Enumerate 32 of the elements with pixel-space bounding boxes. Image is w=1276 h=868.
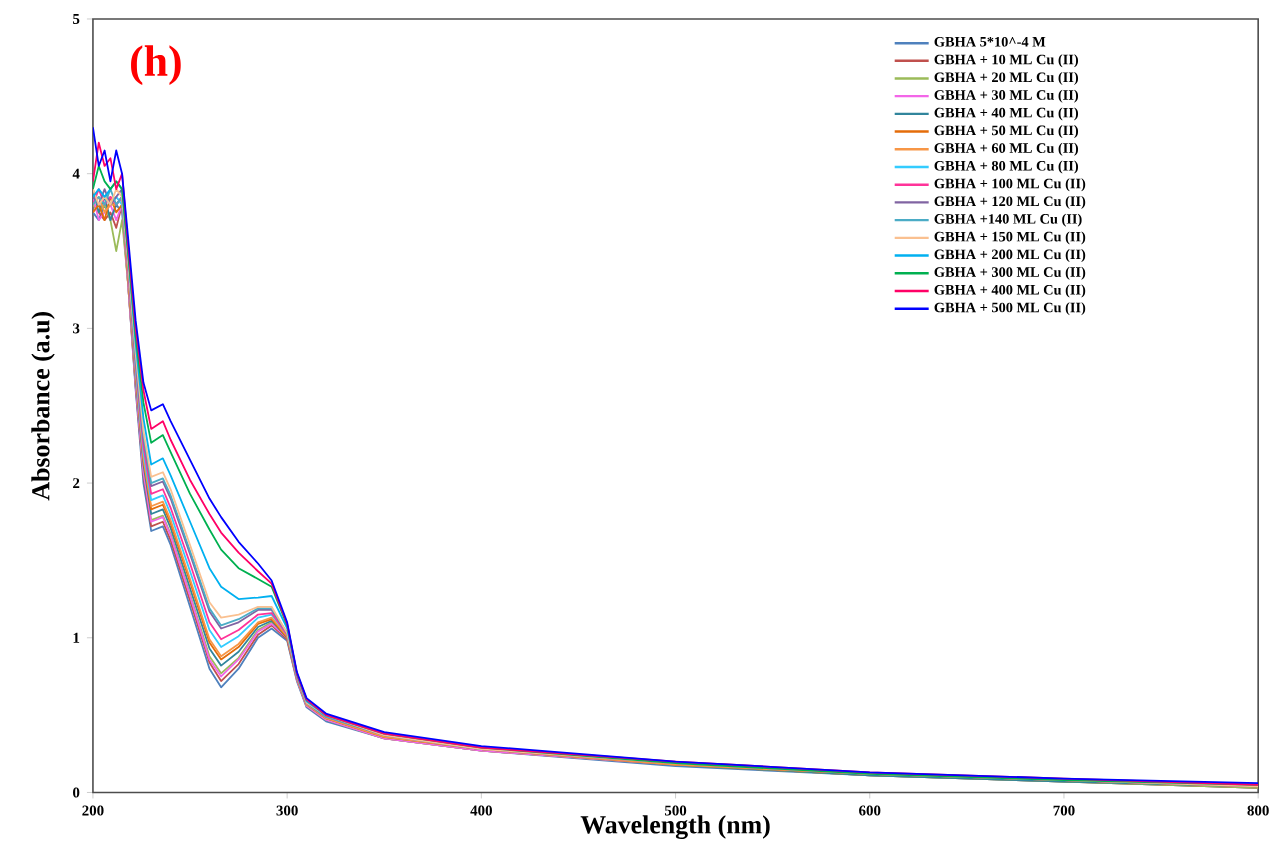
y-tick-label: 4 xyxy=(72,168,80,179)
y-tick-label: 3 xyxy=(73,323,80,334)
legend-label: GBHA + 120 ML Cu (II) xyxy=(934,195,1086,209)
legend-label: GBHA + 200 ML Cu (II) xyxy=(934,248,1086,262)
x-tick-label: 500 xyxy=(664,805,687,816)
y-tick-label: 1 xyxy=(73,632,80,643)
legend-label: GBHA + 500 ML Cu (II) xyxy=(934,302,1086,316)
x-tick-label: 400 xyxy=(470,805,492,816)
y-tick-label: 5 xyxy=(73,13,80,24)
legend-label: GBHA + 50 ML Cu (II) xyxy=(934,124,1079,138)
legend-label: GBHA + 400 ML Cu (II) xyxy=(934,284,1086,298)
y-axis-title: Absorbance (a.u) xyxy=(31,311,55,501)
y-tick-label: 2 xyxy=(73,477,80,488)
legend-label: GBHA + 30 ML Cu (II) xyxy=(934,89,1079,103)
legend-label: GBHA + 20 ML Cu (II) xyxy=(934,71,1079,85)
legend-label: GBHA + 100 ML Cu (II) xyxy=(934,178,1086,192)
legend-label: GBHA 5*10^-4 M xyxy=(934,36,1046,47)
legend-label: GBHA + 80 ML Cu (II) xyxy=(934,160,1079,174)
legend-label: GBHA + 60 ML Cu (II) xyxy=(934,142,1079,156)
legend-label: GBHA +140 ML Cu (II) xyxy=(934,213,1082,227)
annotation: (h) xyxy=(131,45,181,85)
legend-label: GBHA + 150 ML Cu (II) xyxy=(934,231,1086,245)
x-tick-label: 300 xyxy=(276,805,298,816)
x-axis-title: Wavelength (nm) xyxy=(580,815,770,839)
legend-label: GBHA + 10 ML Cu (II) xyxy=(934,54,1079,68)
x-tick-label: 700 xyxy=(1053,805,1075,816)
x-tick-label: 600 xyxy=(859,805,881,816)
legend-label: GBHA + 40 ML Cu (II) xyxy=(934,107,1079,121)
y-tick-label: 0 xyxy=(73,787,80,798)
x-tick-label: 200 xyxy=(82,805,104,816)
legend-label: GBHA + 300 ML Cu (II) xyxy=(934,266,1086,280)
x-tick-label: 800 xyxy=(1247,805,1269,816)
